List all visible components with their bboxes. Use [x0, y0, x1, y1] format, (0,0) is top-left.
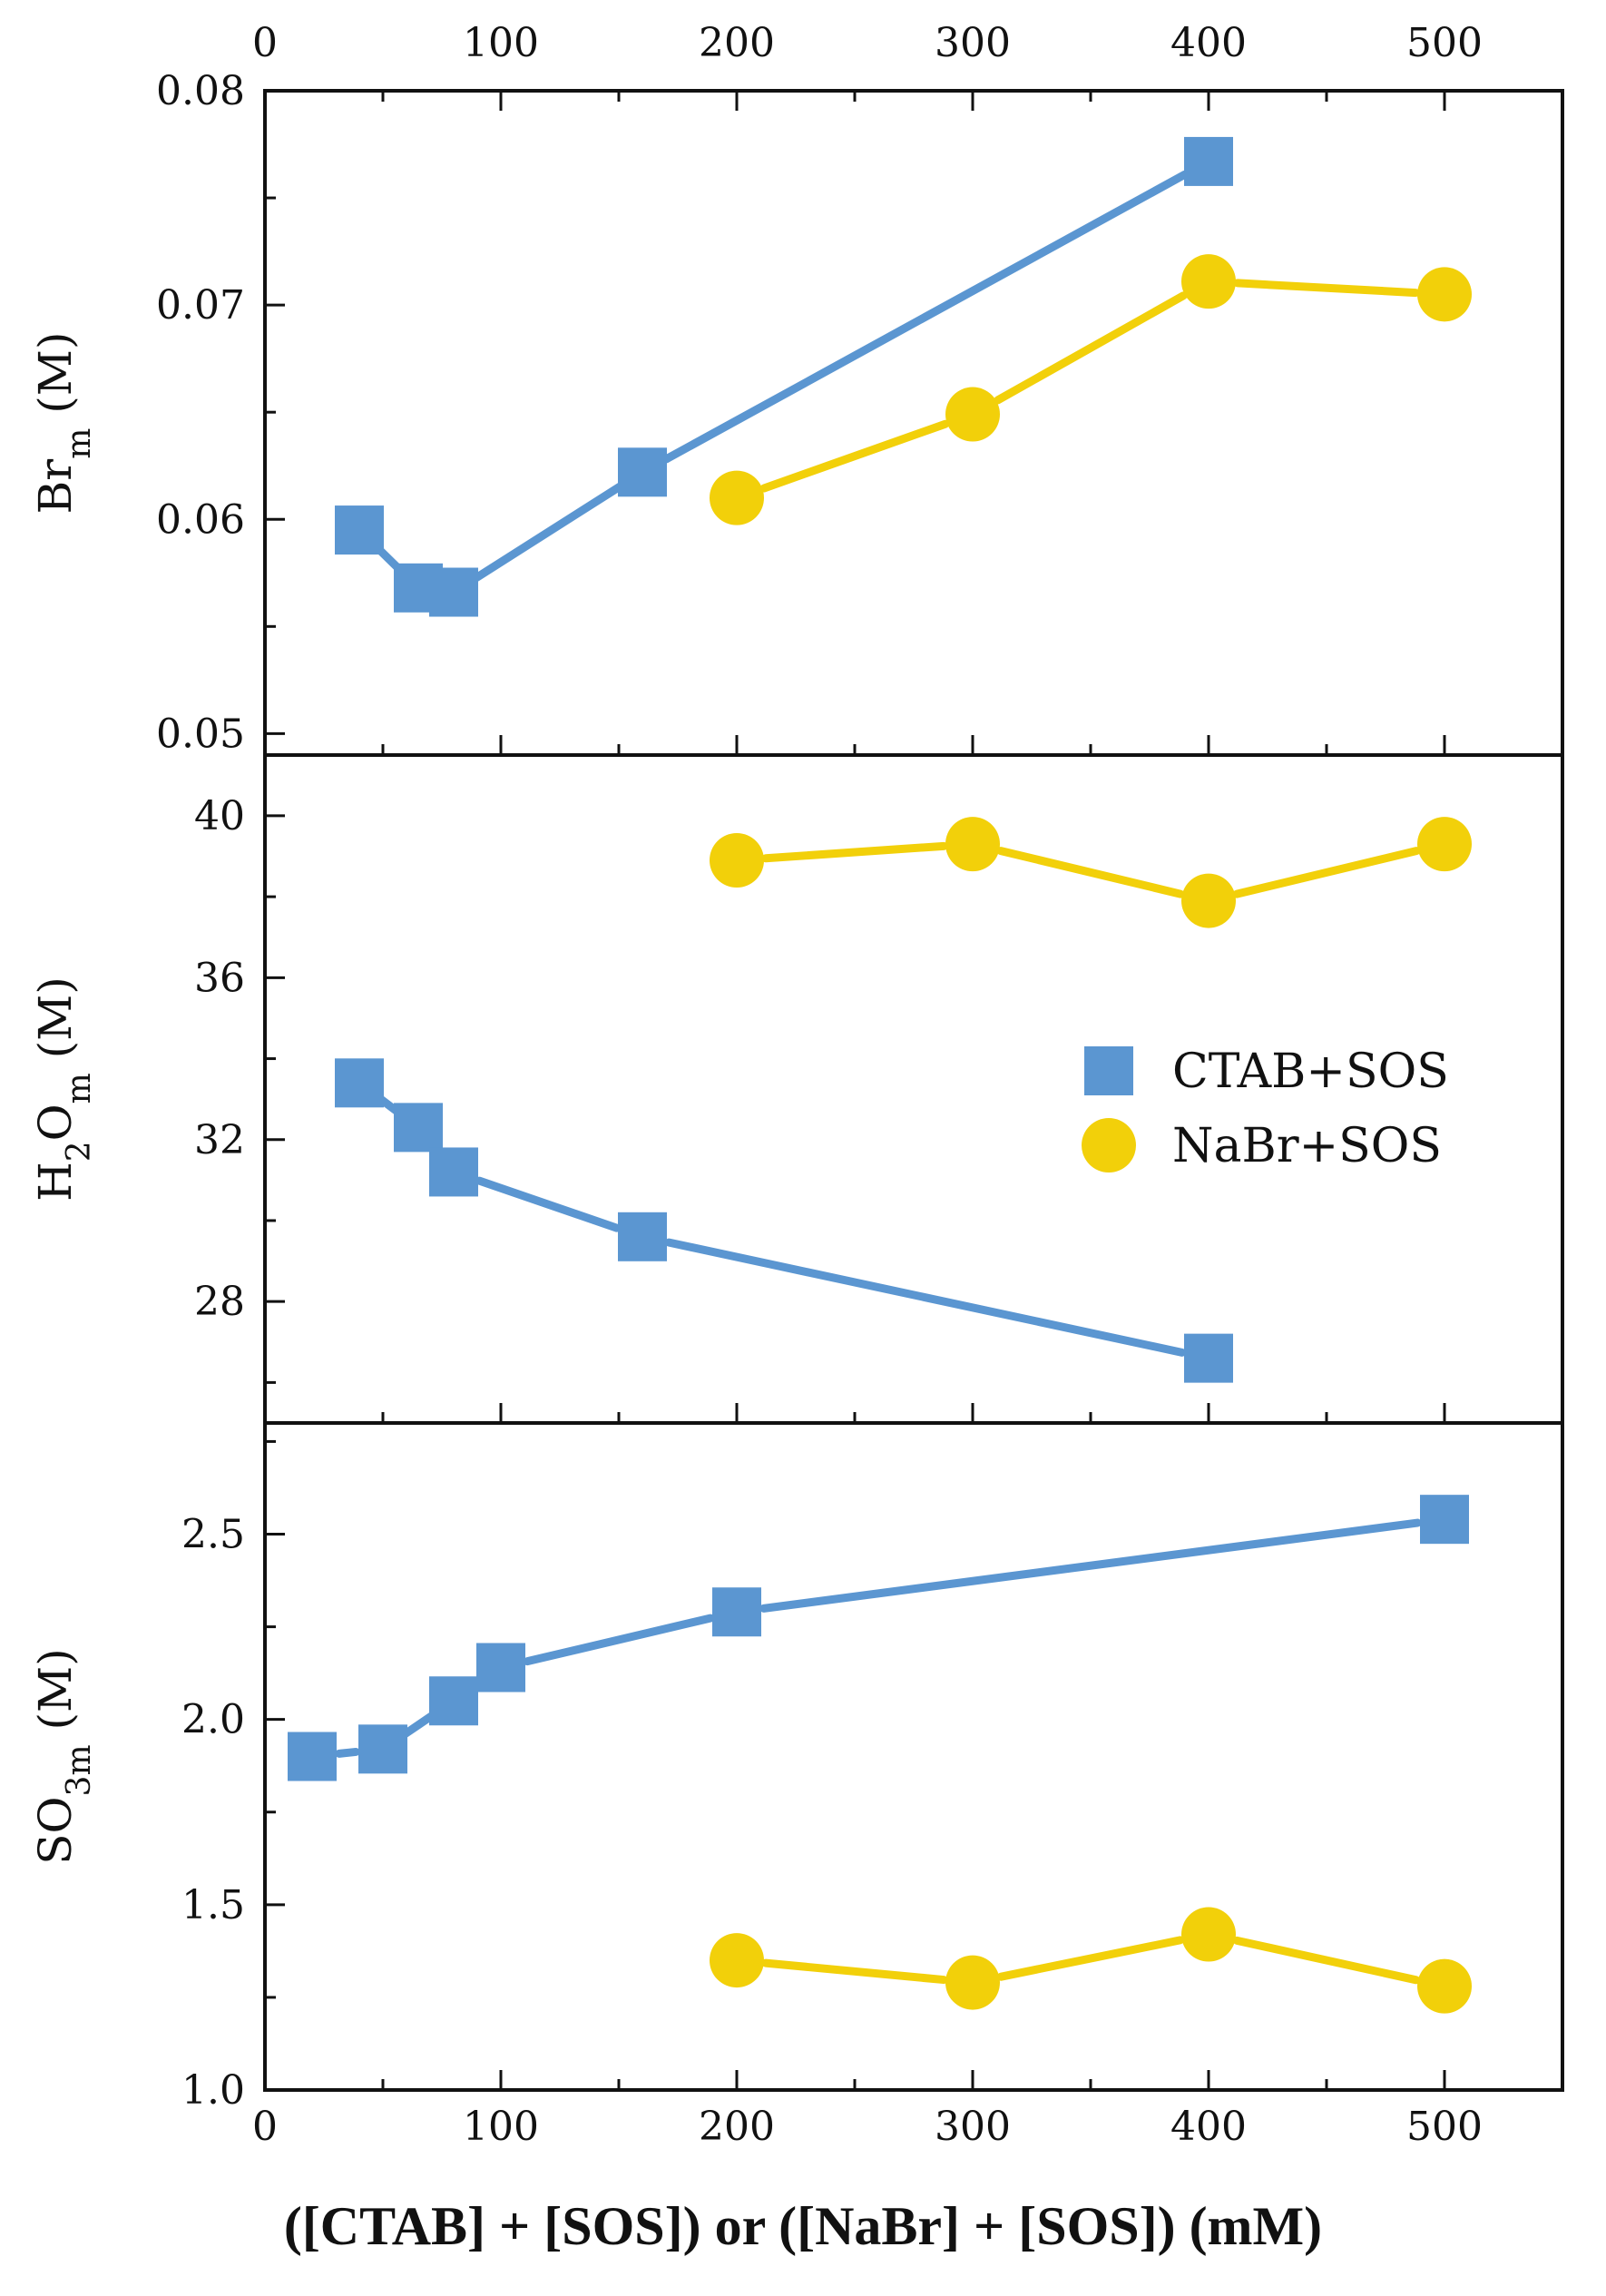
- y-axis-title: SO3m (M): [29, 1648, 98, 1864]
- y-tick-label: 0.06: [156, 496, 245, 543]
- series-ctab: [335, 136, 1233, 617]
- data-point-circle: [1417, 1958, 1472, 2014]
- y-tick-label: 32: [194, 1117, 245, 1163]
- data-point-square: [429, 1676, 478, 1726]
- data-point-square: [618, 447, 667, 497]
- y-axis-title: Brm (M): [29, 332, 98, 515]
- data-point-square: [1420, 1495, 1469, 1545]
- series-nabr: [710, 254, 1472, 525]
- data-point-square: [429, 567, 478, 617]
- data-point-circle: [945, 817, 1000, 872]
- series-line-segment: [335, 1747, 360, 1758]
- x-tick-label-top: 500: [1406, 20, 1483, 66]
- series-line-segment: [664, 1238, 1187, 1357]
- series-line-segment: [994, 291, 1188, 405]
- y-tick-label: 0.08: [156, 68, 245, 114]
- data-point-square: [1184, 1333, 1233, 1383]
- legend-label: NaBr+SOS: [1172, 1119, 1442, 1173]
- series-nabr: [710, 817, 1472, 928]
- series-line-segment: [1232, 847, 1421, 898]
- series-line-segment: [661, 170, 1190, 464]
- y-tick-label: 1.0: [181, 2067, 245, 2114]
- legend: CTAB+SOS NaBr+SOS: [1082, 1045, 1449, 1173]
- x-tick-label: 200: [699, 2104, 775, 2150]
- x-tick-label-top: 200: [699, 20, 775, 66]
- x-tick-label-top: 0: [252, 20, 278, 66]
- series-line-segment: [996, 847, 1185, 898]
- series-ctab: [288, 1495, 1469, 1781]
- series-line-segment: [761, 841, 948, 863]
- legend-marker-square: [1084, 1046, 1133, 1095]
- data-point-circle: [1417, 267, 1472, 322]
- series-line-segment: [759, 419, 950, 493]
- y-tick-label: 2.5: [181, 1512, 245, 1558]
- data-point-square: [358, 1724, 407, 1774]
- x-tick-label-top: 300: [935, 20, 1011, 66]
- panel-top: 0.05 0.06 0.07 0.08 Brm (M): [29, 68, 1564, 757]
- panel-frame: [263, 89, 1564, 757]
- series-ctab: [335, 1058, 1233, 1383]
- data-point-circle: [1181, 873, 1236, 928]
- y-tick-label: 40: [194, 793, 245, 839]
- data-point-circle: [945, 387, 1000, 442]
- x-tick-label-top: 100: [463, 20, 539, 66]
- data-point-square: [618, 1212, 667, 1261]
- data-point-circle: [1181, 1907, 1236, 1962]
- data-point-square: [429, 1147, 478, 1197]
- y-tick-label: 0.05: [156, 711, 245, 757]
- x-tick-label: 100: [463, 2104, 539, 2150]
- series-line-segment: [472, 482, 624, 582]
- series-nabr: [710, 1907, 1472, 2014]
- series-line-segment: [475, 1176, 622, 1232]
- series-line-segment: [1233, 279, 1420, 298]
- y-tick-label: 2.0: [181, 1697, 245, 1743]
- data-point-square: [712, 1587, 761, 1637]
- series-line-segment: [401, 1712, 436, 1738]
- x-tick-label: 300: [935, 2104, 1011, 2150]
- y-tick-label: 0.07: [156, 282, 245, 329]
- series-line-segment: [996, 1936, 1185, 1981]
- series-line-segment: [523, 1614, 715, 1666]
- panel-middle: 28 32 36 40 H2Om (M): [29, 753, 1564, 1425]
- data-point-square: [335, 1058, 384, 1108]
- data-point-square: [1184, 136, 1233, 186]
- data-point-circle: [710, 470, 764, 525]
- x-tick-label-top: 400: [1170, 20, 1247, 66]
- data-point-square: [476, 1643, 525, 1693]
- data-point-circle: [1417, 817, 1472, 872]
- x-tick-label: 400: [1170, 2104, 1247, 2150]
- x-tick-label: 500: [1406, 2104, 1483, 2150]
- data-point-circle: [710, 832, 764, 888]
- legend-label: CTAB+SOS: [1172, 1045, 1449, 1099]
- data-point-square: [288, 1732, 337, 1781]
- series-line-segment: [759, 1518, 1422, 1613]
- series-line-segment: [1232, 1936, 1421, 1985]
- data-point-square: [394, 1103, 443, 1153]
- data-point-square: [335, 505, 384, 555]
- data-point-circle: [945, 1955, 1000, 2010]
- y-tick-label: 28: [194, 1279, 245, 1325]
- panel-frame: [263, 1421, 1564, 2092]
- panel-bottom: 1.0 1.5 2.0 2.5 SO3m (M): [29, 1421, 1564, 2114]
- x-tick-label: 0: [252, 2104, 278, 2150]
- x-axis-title: ([CTAB] + [SOS]) or ([NaBr] + [SOS]) (mM…: [284, 2196, 1322, 2256]
- y-tick-label: 1.5: [181, 1882, 245, 1928]
- legend-marker-circle: [1082, 1118, 1136, 1173]
- data-point-circle: [1181, 254, 1236, 309]
- data-point-circle: [710, 1933, 764, 1988]
- y-tick-label: 36: [194, 955, 245, 1001]
- series-line-segment: [761, 1958, 948, 1985]
- y-axis-title: H2Om (M): [29, 976, 98, 1202]
